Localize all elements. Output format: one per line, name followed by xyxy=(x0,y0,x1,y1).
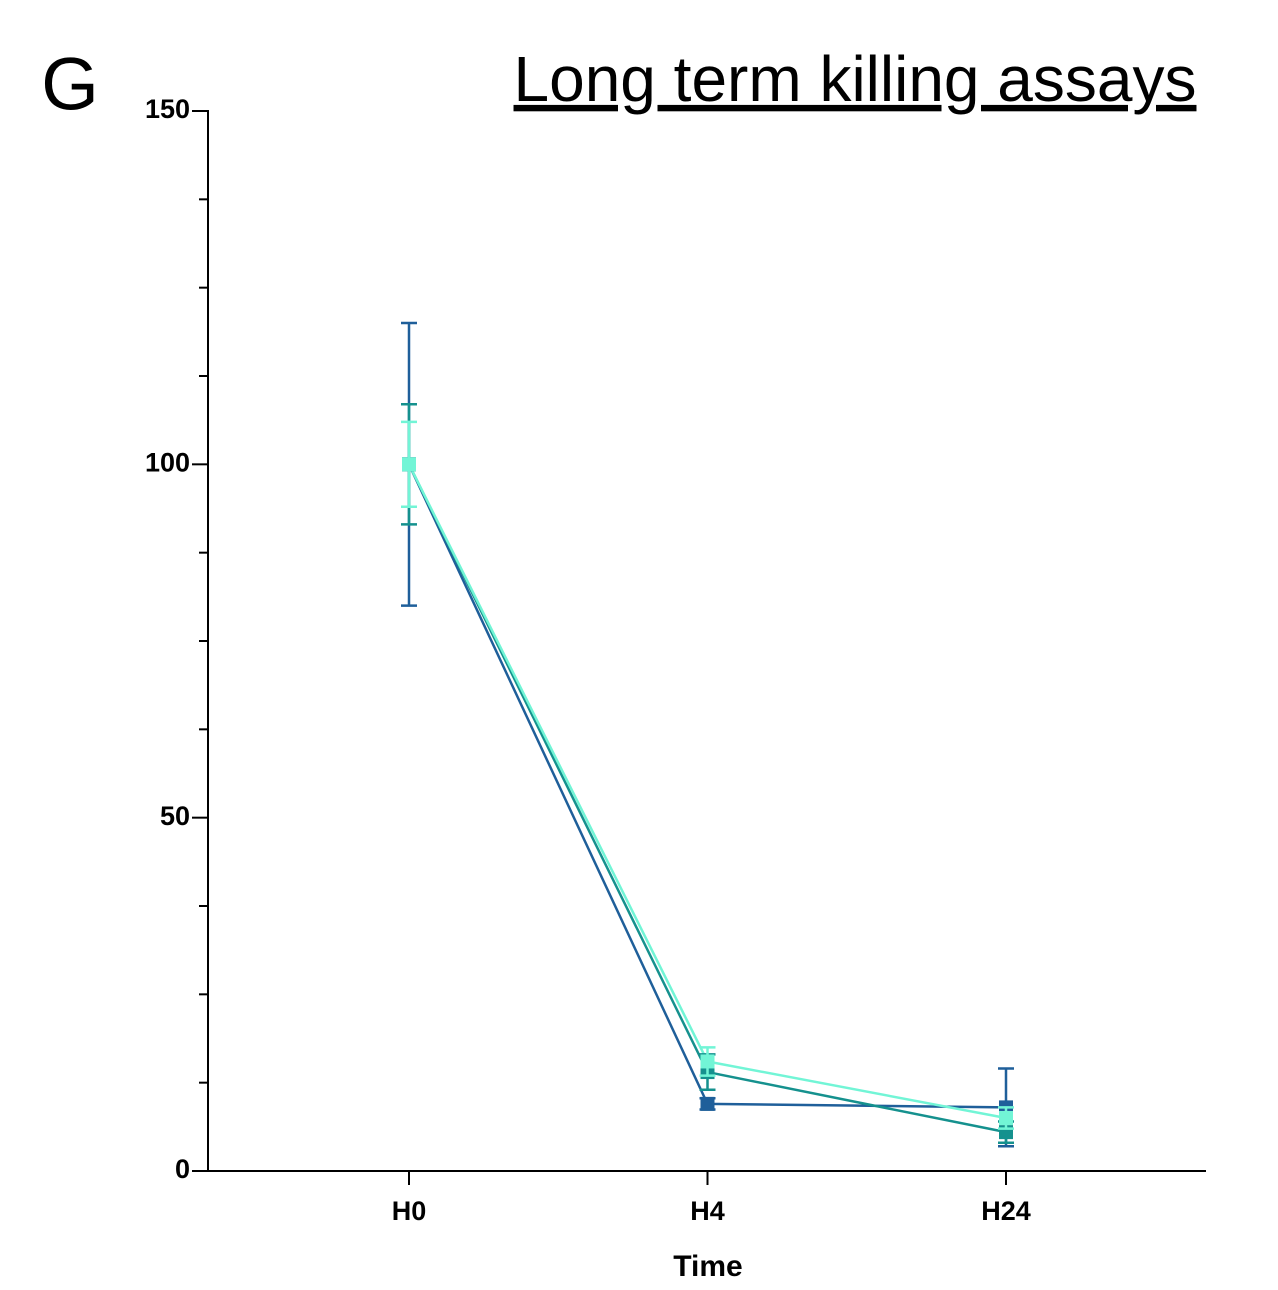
marker xyxy=(700,1054,715,1069)
series-line xyxy=(407,463,1007,1134)
y-tick-label: 0 xyxy=(175,1154,190,1184)
x-tick-label: H24 xyxy=(981,1196,1031,1226)
y-tick-label: 50 xyxy=(160,801,190,831)
y-tick-label: 150 xyxy=(145,94,190,124)
panel-label: G xyxy=(41,43,99,126)
marker xyxy=(999,1111,1013,1125)
marker xyxy=(402,457,416,472)
y-tick-label: 100 xyxy=(145,447,190,477)
series-line xyxy=(407,463,1007,1120)
x-tick-label: H4 xyxy=(690,1196,725,1226)
chart-title: Long term killing assays xyxy=(514,43,1197,115)
x-axis-label: Time xyxy=(673,1250,742,1283)
marker xyxy=(700,1096,715,1111)
series-line xyxy=(407,463,1007,1109)
x-tick-label: H0 xyxy=(392,1196,427,1226)
